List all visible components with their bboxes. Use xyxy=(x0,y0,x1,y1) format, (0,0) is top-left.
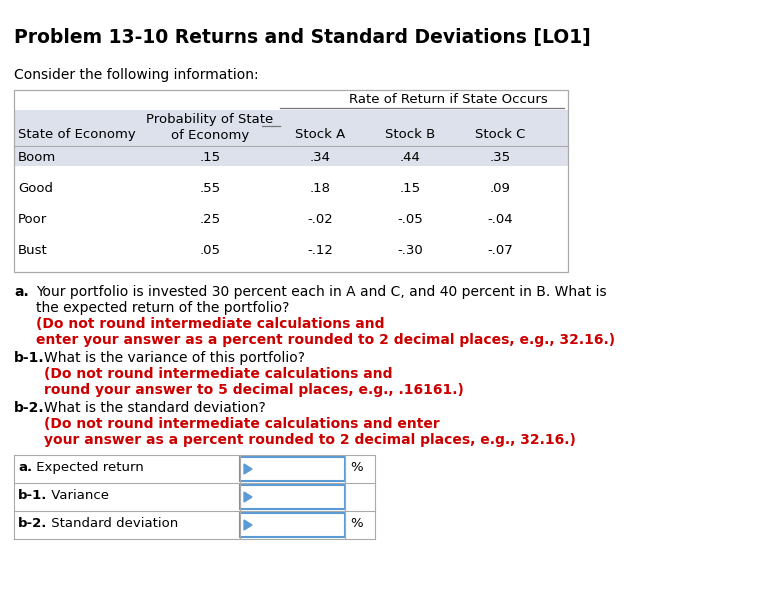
Text: the expected return of the portfolio?: the expected return of the portfolio? xyxy=(36,301,289,315)
Text: .35: .35 xyxy=(490,151,511,164)
Text: What is the variance of this portfolio?: What is the variance of this portfolio? xyxy=(44,351,305,365)
Text: -.12: -.12 xyxy=(307,244,333,257)
Text: b-2.: b-2. xyxy=(14,401,45,415)
Text: Poor: Poor xyxy=(18,213,47,226)
Text: Rate of Return if State Occurs: Rate of Return if State Occurs xyxy=(350,93,548,106)
Text: Stock A: Stock A xyxy=(295,128,345,141)
Text: b-2.: b-2. xyxy=(18,517,48,530)
Text: %: % xyxy=(350,461,363,474)
Text: a.: a. xyxy=(18,461,32,474)
Text: .09: .09 xyxy=(490,182,511,195)
Text: round your answer to 5 decimal places, e.g., .16161.): round your answer to 5 decimal places, e… xyxy=(44,383,464,397)
Text: -.30: -.30 xyxy=(397,244,423,257)
Text: -.05: -.05 xyxy=(397,213,423,226)
Bar xyxy=(14,90,568,272)
Text: .25: .25 xyxy=(199,213,221,226)
Text: Consider the following information:: Consider the following information: xyxy=(14,68,259,82)
Text: Boom: Boom xyxy=(18,151,56,164)
Text: (Do not round intermediate calculations and enter: (Do not round intermediate calculations … xyxy=(44,417,439,431)
Text: .34: .34 xyxy=(310,151,331,164)
Text: -.04: -.04 xyxy=(487,213,513,226)
Polygon shape xyxy=(244,492,252,502)
Text: Probability of State: Probability of State xyxy=(146,113,274,126)
Text: your answer as a percent rounded to 2 decimal places, e.g., 32.16.): your answer as a percent rounded to 2 de… xyxy=(44,433,576,447)
Bar xyxy=(240,457,345,481)
Text: a.: a. xyxy=(14,285,29,299)
Bar xyxy=(240,513,345,537)
Text: (Do not round intermediate calculations and: (Do not round intermediate calculations … xyxy=(36,317,385,331)
Text: of Economy: of Economy xyxy=(171,129,249,142)
Text: .18: .18 xyxy=(310,182,331,195)
Text: Stock C: Stock C xyxy=(475,128,526,141)
Text: Expected return: Expected return xyxy=(32,461,144,474)
Polygon shape xyxy=(244,520,252,530)
Text: b-1.: b-1. xyxy=(18,489,48,502)
Text: %: % xyxy=(350,517,363,530)
Text: .55: .55 xyxy=(199,182,221,195)
Bar xyxy=(14,110,568,166)
Text: .05: .05 xyxy=(199,244,221,257)
Polygon shape xyxy=(244,464,252,474)
Text: enter your answer as a percent rounded to 2 decimal places, e.g., 32.16.): enter your answer as a percent rounded t… xyxy=(36,333,615,347)
Text: Problem 13-10 Returns and Standard Deviations [LO1]: Problem 13-10 Returns and Standard Devia… xyxy=(14,28,590,47)
Text: Your portfolio is invested 30 percent each in A and C, and 40 percent in B. What: Your portfolio is invested 30 percent ea… xyxy=(36,285,607,299)
Text: State of Economy: State of Economy xyxy=(18,128,136,141)
Text: .44: .44 xyxy=(400,151,421,164)
Text: .15: .15 xyxy=(199,151,221,164)
Text: Bust: Bust xyxy=(18,244,48,257)
Text: -.07: -.07 xyxy=(487,244,513,257)
Text: -.02: -.02 xyxy=(307,213,333,226)
Text: (Do not round intermediate calculations and: (Do not round intermediate calculations … xyxy=(44,367,393,381)
Text: Good: Good xyxy=(18,182,53,195)
Text: b-1.: b-1. xyxy=(14,351,45,365)
Text: Standard deviation: Standard deviation xyxy=(47,517,178,530)
Bar xyxy=(240,485,345,509)
Bar xyxy=(14,483,375,511)
Text: Variance: Variance xyxy=(47,489,109,502)
Text: What is the standard deviation?: What is the standard deviation? xyxy=(44,401,266,415)
Bar xyxy=(14,511,375,539)
Bar xyxy=(14,455,375,483)
Text: .15: .15 xyxy=(400,182,421,195)
Text: Stock B: Stock B xyxy=(385,128,435,141)
